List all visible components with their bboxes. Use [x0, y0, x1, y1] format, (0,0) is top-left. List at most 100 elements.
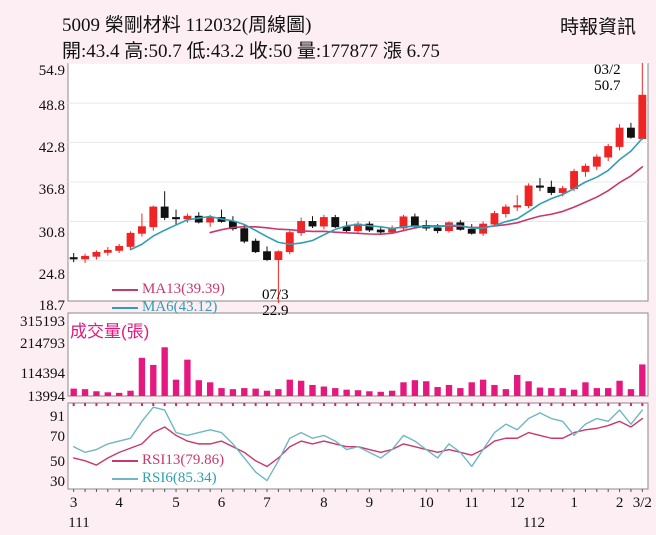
candle-body [206, 217, 215, 223]
page-title: 5009 榮剛材料 112032(周線圖) [62, 15, 312, 36]
candle-body [536, 185, 544, 188]
volume-bar [127, 390, 134, 396]
volume-bar [639, 364, 646, 396]
source-label: 時報資訊 [559, 17, 636, 38]
volume-bar [104, 392, 111, 396]
volume-bar [388, 390, 396, 396]
legend-rsi13-label: RSI13(79.86) [142, 452, 225, 468]
volume-bar [275, 389, 282, 396]
candle-body [604, 146, 613, 158]
volume-tick-0: 13994 [27, 389, 66, 405]
candle-body [251, 240, 260, 253]
candle-body [297, 221, 306, 234]
candle-body [103, 249, 112, 253]
volume-bar [172, 379, 180, 396]
candle-body [115, 246, 124, 251]
rsi6-color-swatch [112, 477, 138, 480]
candle-body [376, 229, 385, 233]
volume-bar [559, 388, 566, 396]
volume-bar [502, 389, 510, 396]
volume-bar [423, 381, 430, 396]
legend-ma6-label: MA6(43.12) [142, 299, 218, 315]
volume-tick-1: 114394 [20, 366, 65, 382]
candle-body [137, 226, 146, 234]
volume-bar [411, 380, 419, 396]
volume-bar [309, 384, 316, 396]
rsi-tick-0: 30 [50, 474, 65, 490]
candle-body [126, 232, 135, 247]
candle-body [399, 216, 408, 229]
price-tick-6: 54.9 [38, 63, 65, 79]
volume-bar [570, 389, 578, 396]
volume-bar [627, 389, 635, 396]
volume-bar [218, 388, 225, 396]
candle-body [342, 226, 351, 232]
volume-bar [468, 382, 475, 396]
candle-body [365, 223, 374, 231]
candle-body [513, 205, 522, 208]
candle-body [240, 228, 249, 242]
candle-body [490, 213, 499, 225]
volume-bar [332, 388, 339, 396]
volume-panel-title: 成交量(張) [70, 322, 150, 341]
candle-body [183, 215, 192, 220]
volume-bar [297, 380, 305, 396]
x-axis-tick-label: 7 [263, 495, 271, 511]
x-axis-tick-label: 3 [69, 495, 78, 511]
volume-bar [616, 380, 623, 396]
x-axis-tick-label: 11 [464, 495, 479, 511]
volume-bar [354, 390, 362, 396]
low-annotation: 07/3 22.9 [262, 287, 289, 320]
high-annotation-date: 03/2 [594, 62, 621, 78]
x-axis-tick-label: 4 [115, 495, 123, 511]
rsi6-line [72, 406, 644, 482]
volume-bar [241, 388, 248, 396]
candle-body [274, 251, 283, 260]
candle-body [581, 165, 590, 172]
candle-body [81, 255, 89, 260]
candle-body [285, 232, 294, 253]
legend-ma13-label: MA13(39.39) [142, 281, 225, 297]
x-axis-tick-label: 3/2 [632, 495, 652, 511]
volume-bar [93, 391, 100, 396]
ma6-line [129, 137, 644, 251]
volume-bar [138, 357, 146, 396]
volume-bar [286, 379, 293, 396]
candle-body [501, 206, 510, 214]
price-tick-1: 24.8 [38, 267, 65, 283]
volume-tick-2: 214793 [20, 336, 65, 352]
candle-body [547, 186, 556, 193]
candle-body [570, 171, 579, 189]
x-axis-tick-label: 5 [172, 495, 180, 511]
candle-body [558, 188, 567, 193]
ma6-color-swatch [112, 306, 138, 309]
volume-bar [206, 382, 214, 396]
candle-body [433, 227, 442, 232]
volume-bar [115, 392, 123, 396]
high-annotation: 03/2 50.7 [594, 62, 621, 95]
x-axis-tick-label: 1 [570, 495, 578, 511]
candle-body [410, 216, 419, 226]
candle-body [172, 217, 180, 220]
x-axis-tick-label: 8 [320, 495, 328, 511]
volume-bar [582, 382, 589, 396]
volume-bar [605, 388, 612, 396]
x-axis-tick-label: 2 [615, 495, 624, 511]
y-axis-labels: 54.9 48.8 42.8 36.8 30.8 24.8 18.7 31519… [0, 0, 65, 535]
price-tick-5: 48.8 [38, 98, 65, 114]
volume-bar [491, 384, 498, 396]
volume-tick-3: 315193 [20, 314, 65, 330]
high-annotation-price: 50.7 [594, 77, 621, 94]
price-tick-4: 42.8 [38, 140, 65, 156]
volume-bar [377, 391, 384, 396]
volume-bar [184, 359, 191, 396]
x-axis-tick-label: 10 [418, 495, 434, 511]
price-tick-2: 30.8 [38, 225, 65, 241]
x-axis-tick-label: 12 [509, 495, 525, 511]
rsi-tick-3: 91 [50, 409, 65, 425]
ma13-color-swatch [112, 288, 138, 291]
rsi-tick-1: 50 [50, 454, 65, 470]
x-axis-tick-label: 9 [365, 495, 374, 511]
candle-body [627, 127, 635, 138]
